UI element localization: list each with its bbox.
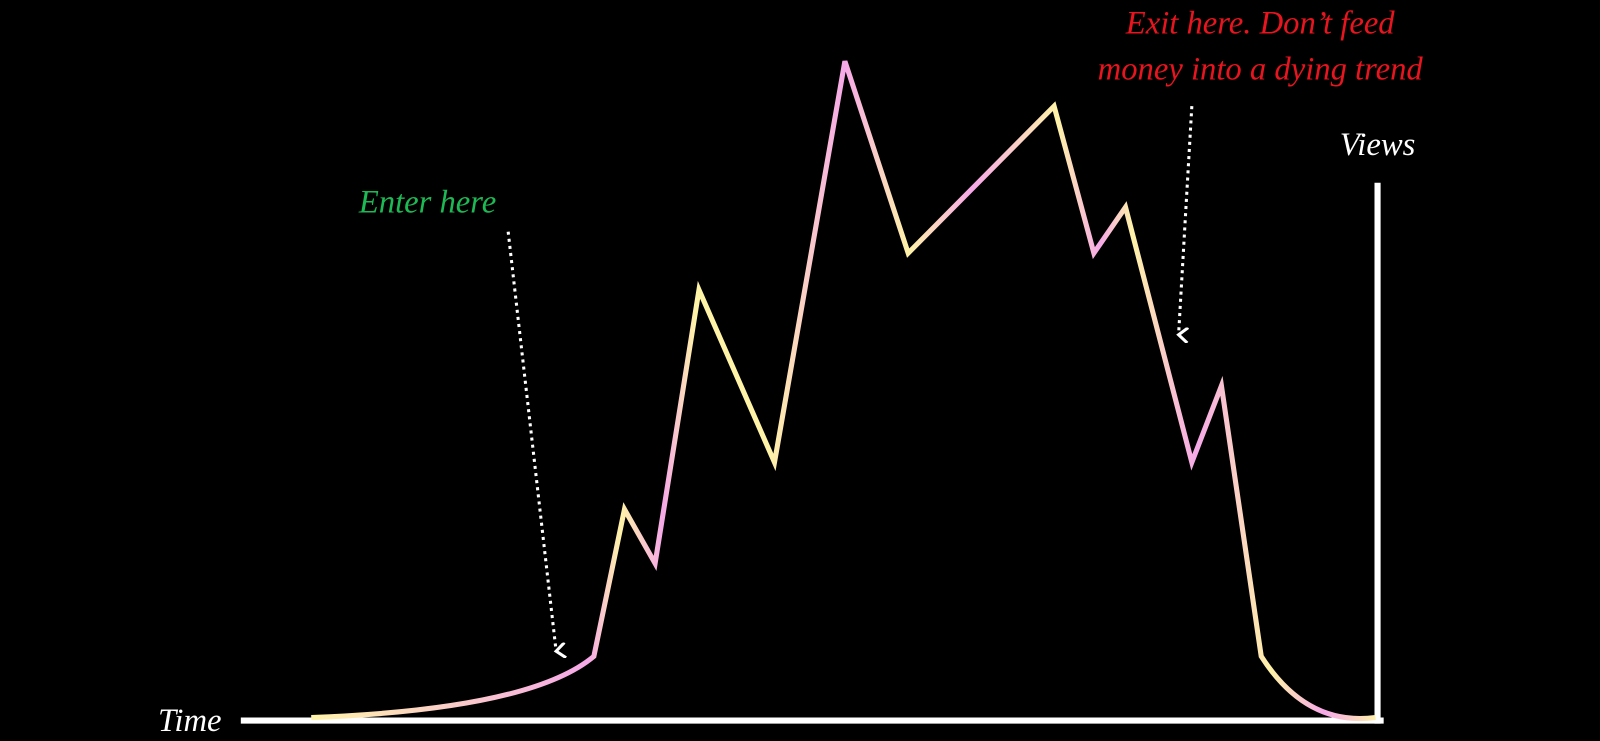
- enter-arrow: [506, 231, 556, 651]
- y-axis-label: Views: [1340, 127, 1416, 163]
- trend-curve: [311, 60, 1376, 722]
- exit-arrow: [1179, 106, 1194, 335]
- x-axis-label: Time: [158, 703, 221, 739]
- exit-annotation: money into a dying trend: [1098, 52, 1424, 88]
- enter-annotation: Enter here: [358, 184, 496, 220]
- exit-annotation: Exit here. Don’t feed: [1125, 6, 1396, 42]
